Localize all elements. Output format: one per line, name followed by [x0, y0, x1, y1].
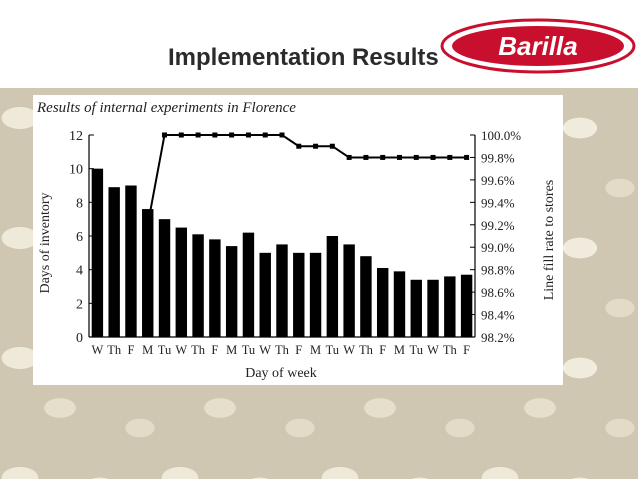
fill-rate-point-17 [363, 154, 369, 160]
logo-inner-ellipse [452, 26, 624, 66]
bar-7 [192, 234, 204, 337]
y2-axis-label: Line fill rate to stores [542, 180, 557, 301]
bar-16 [343, 244, 355, 337]
bar-17 [360, 256, 372, 337]
y2-tick-label: 99.0% [481, 240, 515, 255]
x-tick-label: M [226, 343, 237, 357]
x-tick-label: Tu [158, 343, 172, 357]
fill-rate-point-6 [178, 132, 184, 138]
y2-tick-label: 99.6% [481, 173, 515, 188]
y-tick-label: 8 [76, 196, 83, 211]
bar-13 [293, 252, 305, 337]
bar-20 [410, 279, 422, 337]
barilla-logo: Barilla [440, 18, 636, 74]
x-tick-label: F [379, 343, 386, 357]
bar-21 [427, 279, 439, 337]
chart: Results of internal experiments in Flore… [36, 100, 557, 381]
fill-rate-point-23 [464, 154, 470, 160]
fill-rate-point-9 [229, 132, 235, 138]
bar-5 [158, 219, 171, 337]
bar-19 [393, 271, 406, 337]
right-axis-ticks: 98.2% 98.4% 98.6% 98.8% 99.0% 99.2% 99.4% 99.6%… [470, 128, 521, 345]
fill-rate-point-13 [296, 143, 302, 149]
x-tick-label: F [211, 343, 218, 357]
bar-6 [175, 227, 188, 337]
bar-3 [125, 185, 137, 337]
x-tick-label: F [463, 343, 470, 357]
y2-tick-label: 98.2% [481, 330, 515, 345]
bar-11 [259, 252, 271, 337]
chart-panel: Results of internal experiments in Flore… [33, 95, 563, 385]
fill-rate-point-20 [413, 154, 419, 160]
y-tick-label: 10 [69, 163, 83, 178]
x-tick-label: M [310, 343, 321, 357]
y-tick-label: 0 [76, 331, 83, 346]
bar-23 [460, 274, 473, 337]
x-tick-label: W [343, 343, 355, 357]
x-tick-label: Th [191, 343, 206, 357]
x-tick-label: M [142, 343, 153, 357]
x-tick-label: Tu [410, 343, 424, 357]
chart-title: Results of internal experiments in Flore… [36, 100, 296, 116]
fill-rate-point-22 [447, 154, 453, 160]
fill-rate-point-10 [245, 132, 251, 138]
x-tick-label: F [127, 343, 134, 357]
y2-tick-label: 98.8% [481, 263, 515, 278]
x-tick-label: Th [275, 343, 290, 357]
x-tick-label: F [295, 343, 302, 357]
fill-rate-markers [145, 132, 470, 228]
y-tick-label: 4 [76, 264, 83, 279]
x-tick-label: Th [359, 343, 374, 357]
bar-9 [225, 246, 238, 337]
x-tick-label: W [175, 343, 187, 357]
bar-12 [276, 244, 288, 337]
bar-15 [326, 236, 339, 337]
x-tick-label: W [91, 343, 103, 357]
bar-18 [376, 267, 389, 337]
y2-tick-label: 99.4% [481, 195, 515, 210]
fill-rate-point-8 [212, 132, 218, 138]
y-tick-label: 2 [76, 297, 83, 312]
fill-rate-point-5 [162, 132, 168, 138]
fill-rate-point-15 [329, 143, 335, 149]
bar-8 [209, 239, 221, 337]
y2-tick-label: 98.6% [481, 285, 515, 300]
fill-rate-point-14 [313, 143, 319, 149]
bar-2 [108, 187, 120, 337]
x-tick-label: M [394, 343, 405, 357]
y2-tick-label: 99.2% [481, 218, 515, 233]
y2-tick-label: 98.4% [481, 308, 515, 323]
slide-title: Implementation Results [168, 44, 439, 71]
x-tick-label: W [259, 343, 271, 357]
y-tick-label: 12 [69, 129, 83, 144]
x-axis-label: Day of week [245, 366, 317, 381]
fill-rate-point-18 [380, 154, 386, 160]
fill-rate-line [146, 134, 467, 225]
fill-rate-point-16 [346, 154, 352, 160]
bar-10 [242, 232, 255, 337]
y-axis-label: Days of inventory [38, 192, 53, 293]
fill-rate-point-12 [279, 132, 285, 138]
bar-22 [444, 276, 456, 337]
x-tick-label: Tu [326, 343, 340, 357]
x-tick-label: Th [443, 343, 458, 357]
left-axis-ticks: 0 2 4 6 8 10 12 [69, 129, 94, 346]
x-tick-label: Tu [242, 343, 256, 357]
bar-14 [309, 252, 322, 337]
fill-rate-point-7 [195, 132, 201, 138]
logo-text: Barilla [498, 31, 578, 61]
x-axis-ticks: W Th F M Tu W Th F M Tu W Th F M Tu W Th F M Tu W Th F [91, 343, 470, 357]
x-tick-label: W [427, 343, 439, 357]
bar-4 [142, 209, 154, 337]
y2-tick-label: 100.0% [481, 128, 521, 143]
fill-rate-point-21 [430, 154, 436, 160]
x-tick-label: Th [107, 343, 122, 357]
y-tick-label: 6 [76, 230, 83, 245]
fill-rate-point-19 [396, 154, 402, 160]
y2-tick-label: 99.8% [481, 150, 515, 165]
bar-1 [91, 168, 104, 337]
bar-series [91, 168, 473, 337]
fill-rate-point-4 [145, 222, 151, 228]
fill-rate-point-11 [262, 132, 268, 138]
